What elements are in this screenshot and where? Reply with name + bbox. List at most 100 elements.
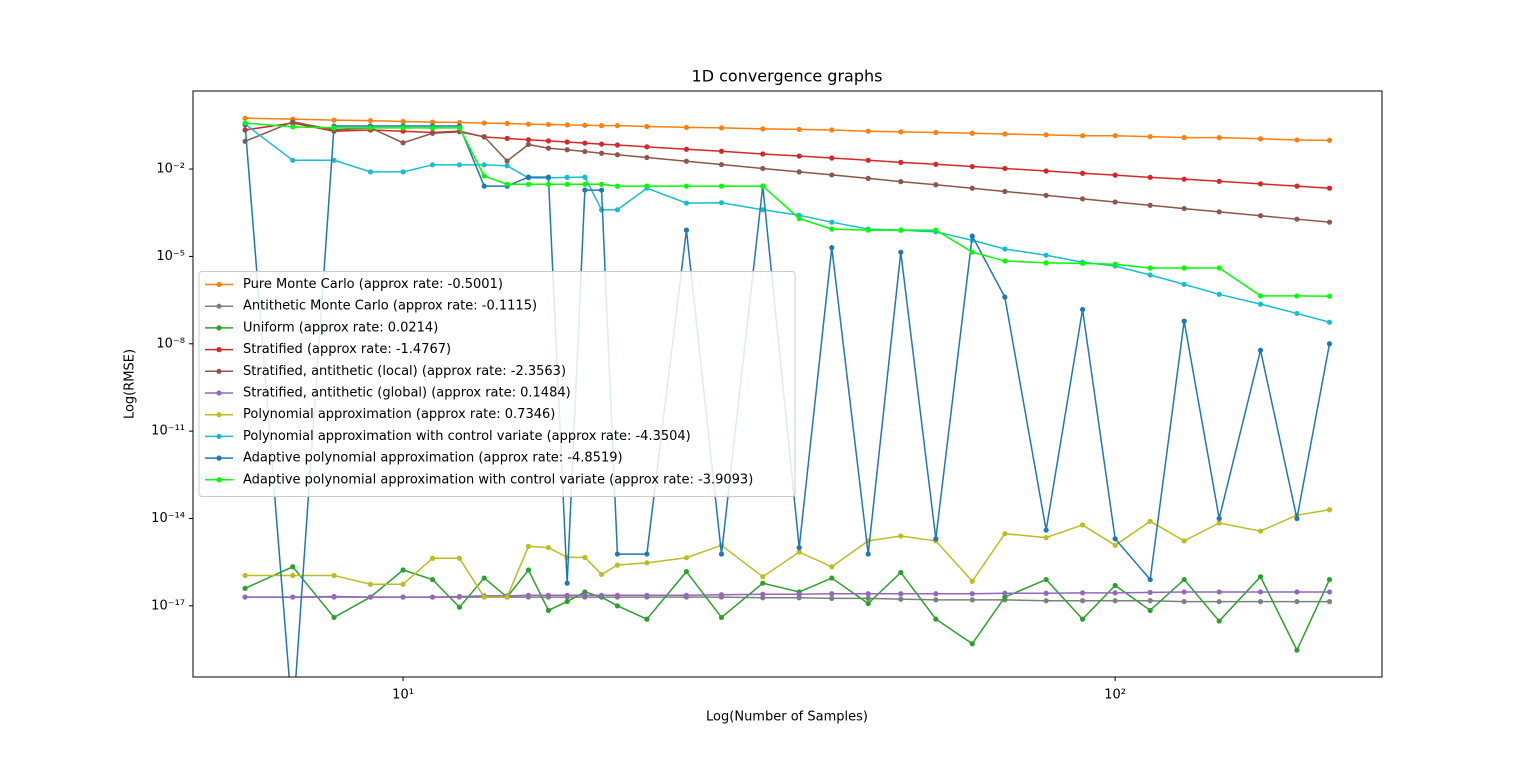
data-point [456,555,463,561]
data-point [525,543,532,550]
data-point [1043,168,1049,174]
data-point [545,592,552,598]
data-point [525,592,532,598]
data-point [1326,576,1333,583]
data-point [644,560,650,566]
data-point [644,154,650,161]
data-point [829,575,835,581]
data-point [829,591,835,597]
data-point [582,122,588,128]
data-point [760,165,766,172]
data-point [564,592,570,598]
data-point [290,119,296,125]
data-point [1181,135,1187,141]
data-point [829,226,835,232]
data-point [933,129,939,136]
data-point [1043,576,1049,583]
data-point [456,593,463,600]
data-point [331,125,337,131]
data-point [1181,281,1187,287]
data-point [1326,319,1333,325]
data-point [969,641,975,647]
data-point [683,183,690,189]
data-point [1147,598,1153,604]
data-point [525,567,532,573]
data-point [504,163,510,169]
data-point [1002,531,1008,537]
data-point [829,172,835,178]
data-point [614,183,621,189]
data-point [331,593,337,600]
data-point [582,181,588,187]
data-point [969,591,975,597]
legend-marker [216,325,222,331]
data-point [614,551,621,557]
data-point [1147,202,1153,208]
data-point [1043,535,1049,541]
data-point [242,115,248,121]
data-point [760,183,766,189]
data-point [1257,301,1264,307]
legend-marker [216,281,222,288]
data-point [545,138,552,144]
data-point [1002,131,1008,137]
data-point [367,125,374,131]
data-point [456,162,463,168]
data-point [504,181,510,187]
data-point [1002,165,1008,172]
legend-marker [216,455,222,461]
data-point [598,123,605,129]
data-point [1147,518,1153,524]
data-point [933,161,939,167]
data-point [1181,205,1187,212]
legend-label: Uniform (approx rate: 0.0214) [243,320,438,335]
y-tick-label: 10⁻¹⁷ [151,598,185,613]
data-point [969,597,975,603]
data-point [1257,136,1264,142]
data-point [481,120,487,126]
data-point [865,551,871,557]
data-point [1112,536,1118,542]
data-point [1294,137,1300,143]
data-point [545,145,552,151]
data-point [829,219,835,225]
data-point [290,564,296,570]
data-point [796,591,802,597]
data-point [898,159,904,165]
data-point [1326,293,1333,299]
data-point [429,162,436,168]
data-point [564,580,570,586]
data-point [1181,538,1187,544]
data-point [760,207,766,213]
data-point [1002,594,1008,600]
data-point [1079,598,1086,604]
data-point [1294,293,1300,299]
data-point [400,118,406,125]
data-point [1147,174,1153,180]
data-point [525,141,532,148]
data-point [242,594,248,600]
data-point [456,604,463,610]
data-point [614,152,621,158]
data-point [933,182,939,188]
legend-label: Antithetic Monte Carlo (approx rate: -0.… [243,299,537,314]
data-point [545,607,552,613]
data-point [1112,261,1118,267]
legend-marker [216,390,222,396]
data-point [1294,515,1300,522]
data-point [760,126,766,132]
data-point [598,592,605,598]
data-point [564,147,570,153]
data-point [400,594,406,600]
data-point [1147,265,1153,271]
data-point [865,157,871,163]
data-point [1257,347,1264,353]
data-point [1181,176,1187,182]
data-point [1326,137,1333,143]
data-point [1257,528,1264,534]
data-point [1294,598,1300,605]
data-point [598,207,605,213]
data-point [898,596,904,602]
data-point [582,592,588,598]
data-point [865,128,871,134]
